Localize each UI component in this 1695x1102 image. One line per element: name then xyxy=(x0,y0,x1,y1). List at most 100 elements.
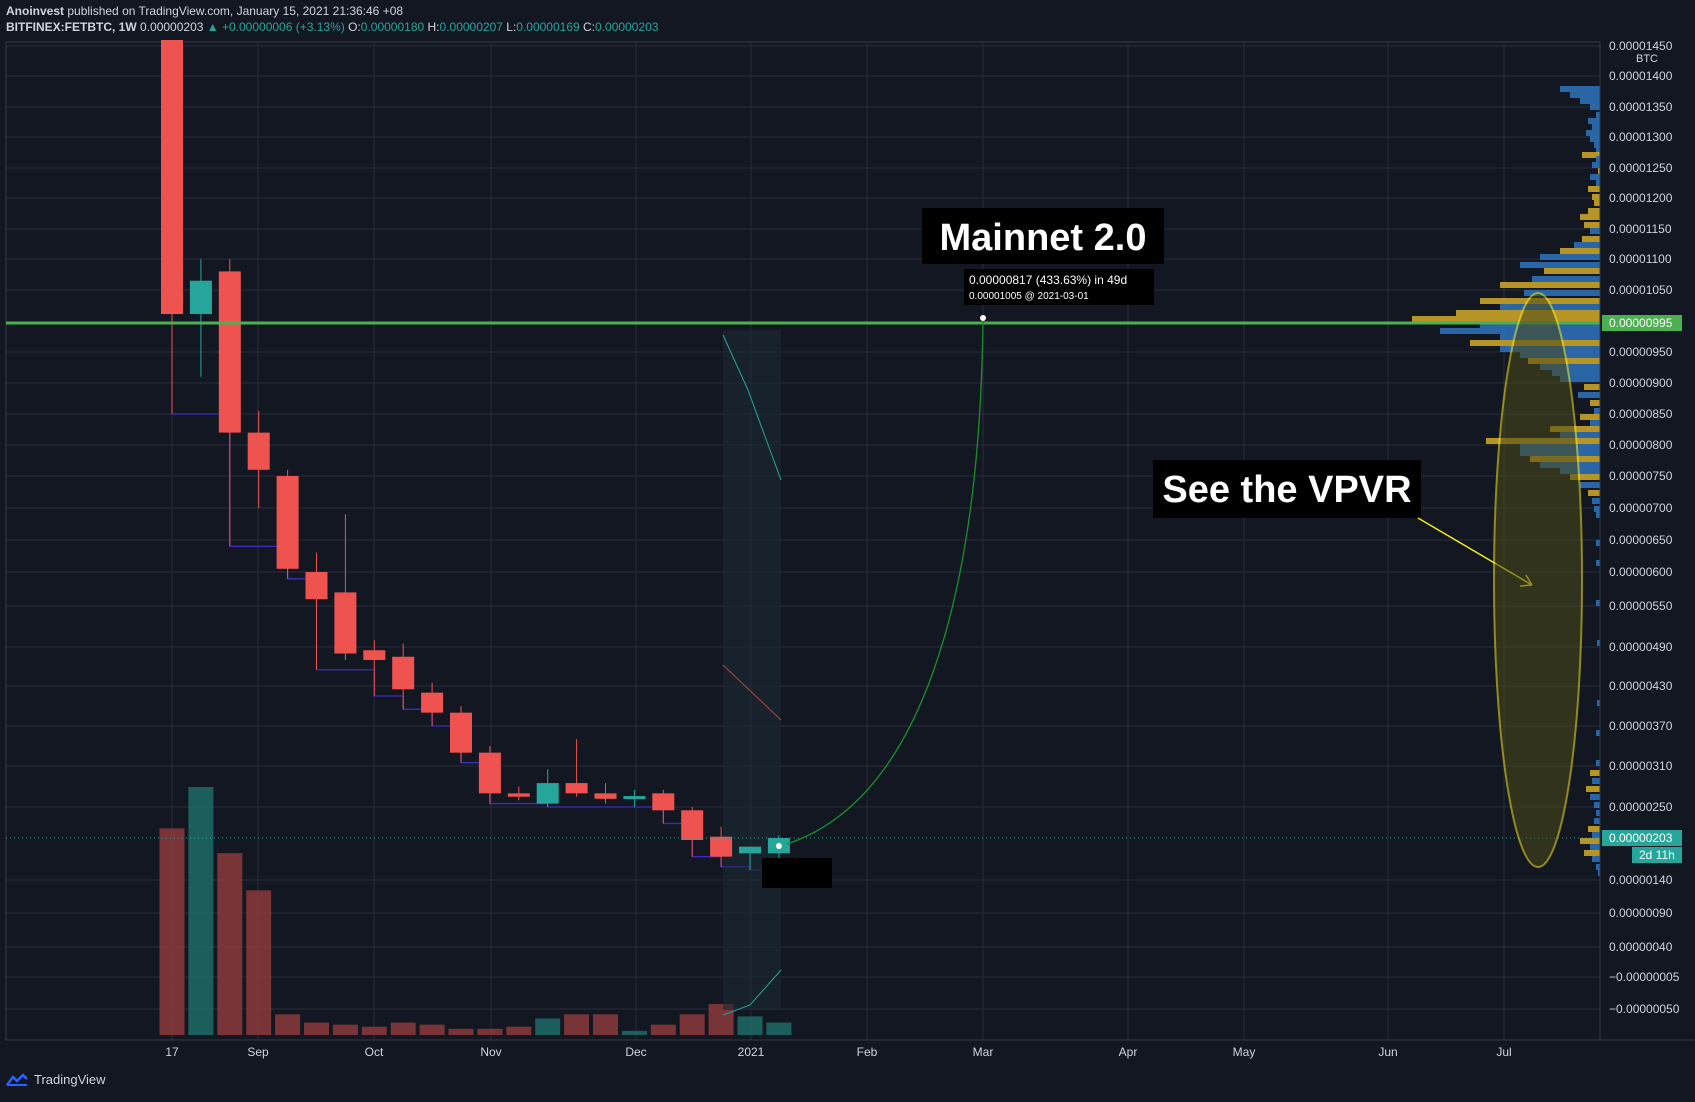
tradingview-footer[interactable]: TradingView xyxy=(6,1072,106,1087)
vpvr-bar xyxy=(1560,432,1600,438)
symbol-label[interactable]: BITFINEX:FETBTC, 1W xyxy=(6,20,137,34)
vpvr-bar xyxy=(1597,640,1600,646)
vpvr-bar xyxy=(1552,370,1600,376)
price-axis: 0.00001450 0.00001400 0.00001350 0.00001300… xyxy=(1599,39,1682,1040)
price-tick-label: 0.00000650 xyxy=(1609,533,1673,547)
vpvr-bar xyxy=(1574,242,1600,248)
vpvr-bar xyxy=(1560,248,1600,254)
vpvr-bar xyxy=(1582,152,1600,158)
volume-bar xyxy=(679,1014,705,1035)
volume-bar xyxy=(304,1022,329,1035)
countdown-label: 2d 11h xyxy=(1639,848,1675,862)
candle-body xyxy=(363,650,386,660)
candle-body xyxy=(536,783,559,804)
vpvr-bar xyxy=(1580,482,1600,488)
price-tick-label: 0.00000550 xyxy=(1609,599,1673,613)
vpvr-bar xyxy=(1544,268,1600,274)
plot-border xyxy=(5,41,1601,1041)
price-tick-label: 0.00000430 xyxy=(1609,679,1673,693)
price-tick-label: 0.00000700 xyxy=(1609,501,1673,515)
author-name[interactable]: Anoinvest xyxy=(6,4,65,18)
candles xyxy=(161,40,790,870)
vpvr-bar xyxy=(1594,506,1600,512)
volume-bar xyxy=(390,1022,416,1035)
volume-bar xyxy=(361,1026,387,1035)
vpvr-ellipse xyxy=(1493,292,1583,868)
forecast-lower-line xyxy=(722,969,782,1016)
candle-body xyxy=(739,846,761,854)
price-tick-label: 0.00001350 xyxy=(1609,100,1673,114)
candle-body xyxy=(594,793,617,799)
time-tick-label: Nov xyxy=(480,1045,501,1059)
volume-bar xyxy=(621,1030,647,1035)
price-tick-label: 0.00000600 xyxy=(1609,565,1673,579)
time-tick-label: Jul xyxy=(1496,1045,1511,1059)
vpvr-bar xyxy=(1592,162,1600,168)
vpvr-bar xyxy=(1597,700,1600,706)
vpvr-bar xyxy=(1590,794,1600,800)
volume-bar xyxy=(535,1018,561,1035)
price-tick-label: 0.00000090 xyxy=(1609,906,1673,920)
vpvr-bar xyxy=(1592,778,1600,784)
vpvr-bar xyxy=(1590,420,1600,426)
volume-bar xyxy=(246,890,272,1035)
candle-body xyxy=(392,656,415,690)
footer-brand: TradingView xyxy=(34,1072,106,1087)
volume-bar xyxy=(766,1022,792,1035)
price-tick-label: 0.00000040 xyxy=(1609,940,1673,954)
annotations: Mainnet 2.0 0.00000817 (433.63%) in 49d 0.… xyxy=(6,208,1600,888)
candle-body xyxy=(623,796,646,800)
vpvr-bar xyxy=(1560,86,1600,92)
price-tick-label: 0.00000850 xyxy=(1609,407,1673,421)
vpvr-bar xyxy=(1598,168,1600,174)
projection-target-dot xyxy=(980,315,986,321)
price-tick-label: 0.00000370 xyxy=(1609,719,1673,733)
candle-body xyxy=(218,271,241,433)
vpvr-bar xyxy=(1590,136,1600,142)
resistance-price-tag xyxy=(1602,315,1682,331)
publish-info: Anoinvest published on TradingView.com, … xyxy=(6,4,403,18)
volume-bar xyxy=(737,1016,763,1035)
price-tick-label: 0.00000250 xyxy=(1609,800,1673,814)
candle-body xyxy=(421,692,444,713)
vpvr-bar xyxy=(1412,316,1600,322)
vpvr-bar xyxy=(1590,174,1600,180)
vpvr-bar xyxy=(1592,498,1600,504)
time-tick-label: May xyxy=(1233,1045,1256,1059)
volume-bar xyxy=(217,853,243,1035)
price-tick-label: 0.00000800 xyxy=(1609,438,1673,452)
vpvr-bar xyxy=(1592,832,1600,838)
forecast-mid-line xyxy=(722,664,782,721)
price-unit-label: BTC xyxy=(1636,53,1658,65)
volume-bar xyxy=(477,1028,503,1035)
time-tick-label: Apr xyxy=(1119,1045,1138,1059)
vpvr-bar xyxy=(1560,468,1600,474)
vpvr-bar xyxy=(1520,262,1600,268)
price-tick-label: 0.00001100 xyxy=(1609,252,1672,266)
projection-curve xyxy=(786,317,984,845)
vpvr-bar xyxy=(1578,392,1600,398)
volume-bar xyxy=(564,1014,590,1035)
candle-body xyxy=(478,752,501,794)
vpvr-bar xyxy=(1588,186,1600,192)
vpvr-bar xyxy=(1590,400,1600,406)
close-value: 0.00000203 xyxy=(595,20,659,34)
price-tick-label: 0.00000310 xyxy=(1609,759,1673,773)
vpvr-bar xyxy=(1580,98,1600,104)
candle-body xyxy=(189,280,212,314)
vpvr-bar xyxy=(1590,770,1600,776)
mainnet-label: Mainnet 2.0 xyxy=(940,217,1147,259)
last-price: 0.00000203 xyxy=(140,20,204,34)
price-tick-label: 0.00000140 xyxy=(1609,873,1673,887)
volume-bar xyxy=(419,1024,445,1035)
vpvr-bar xyxy=(1560,376,1600,382)
vpvr-bar xyxy=(1582,236,1600,242)
vpvr-bar xyxy=(1588,208,1600,214)
vpvr-bar xyxy=(1596,180,1600,186)
candle-body xyxy=(565,783,588,794)
black-box xyxy=(762,858,832,888)
resistance-price-label: 0.00000995 xyxy=(1609,316,1673,330)
vpvr-bar xyxy=(1594,802,1600,808)
vpvr-bar xyxy=(1592,856,1600,862)
